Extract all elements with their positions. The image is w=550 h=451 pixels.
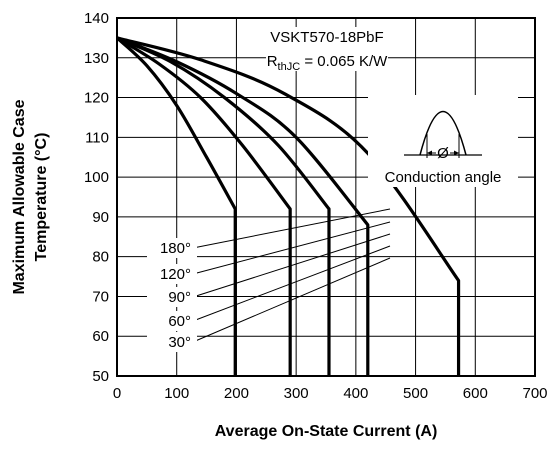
series-label-leader xyxy=(192,221,391,275)
y-axis-title: Maximum Allowable Case Temperature (°C) xyxy=(11,99,50,294)
y-tick-label: 140 xyxy=(84,10,109,27)
device-label: VSKT570-18PbF xyxy=(270,29,383,46)
series-label-background xyxy=(147,264,197,284)
rth-label-rest: = 0.065 K/W xyxy=(300,53,388,70)
series-label: 30° xyxy=(168,334,191,351)
series-label: 120° xyxy=(160,266,191,283)
y-tick-label: 120 xyxy=(84,90,109,107)
series-label-leader xyxy=(192,245,391,322)
series-label: 60° xyxy=(168,313,191,330)
series-label-background xyxy=(147,287,197,307)
series-line-60deg xyxy=(116,36,292,376)
tick-labels: 0 100 200 300 400 500 600 700 50 60 70 80 90 100 110 12… xyxy=(84,10,548,402)
conduction-angle-inset: Ø Conduction angle xyxy=(368,95,518,187)
y-tick-label: 80 xyxy=(92,249,109,266)
y-axis-title-line1: Maximum Allowable Case xyxy=(11,99,28,294)
series-label-leader xyxy=(192,233,391,298)
y-tick-label: 60 xyxy=(92,328,109,345)
series-label: 180° xyxy=(160,240,191,257)
rth-label-main: R xyxy=(267,53,278,70)
series-label-background xyxy=(147,311,197,331)
inset-arrowhead-right xyxy=(454,150,459,156)
x-tick-label: 700 xyxy=(522,385,547,402)
plot-frame xyxy=(116,17,536,377)
x-tick-label: 400 xyxy=(343,385,368,402)
rth-label-sub: thJC xyxy=(278,61,301,73)
rth-label: RthJC = 0.065 K/W xyxy=(267,53,388,73)
inset-arrowhead-left xyxy=(427,150,432,156)
series-label: 90° xyxy=(168,289,191,306)
conduction-angle-caption: Conduction angle xyxy=(385,169,502,186)
conduction-angle-symbol: Ø xyxy=(437,145,449,162)
series-labels: 180° 120° 90° 60° 30° xyxy=(147,238,197,352)
y-tick-label: 90 xyxy=(92,209,109,226)
y-tick-label: 110 xyxy=(85,129,109,146)
half-sine-waveform xyxy=(419,110,467,156)
series-lines xyxy=(115,36,461,376)
series-label-background xyxy=(147,238,197,258)
inset-background xyxy=(368,95,518,187)
x-axis-title: Average On-State Current (A) xyxy=(215,423,438,440)
y-tick-label: 70 xyxy=(92,288,109,305)
x-tick-label: 300 xyxy=(284,385,309,402)
x-tick-label: 0 xyxy=(113,385,121,402)
x-tick-label: 100 xyxy=(164,385,189,402)
series-label-background xyxy=(147,332,197,352)
series-line-180deg xyxy=(116,36,461,376)
x-tick-label: 500 xyxy=(403,385,428,402)
series-line-120deg xyxy=(116,36,370,376)
y-axis-title-line2: Temperature (°C) xyxy=(33,133,50,262)
series-line-30deg xyxy=(115,36,237,376)
y-tick-label: 50 xyxy=(92,368,109,385)
series-label-leader xyxy=(192,208,391,249)
series-label-leaders xyxy=(192,208,391,343)
y-tick-label: 100 xyxy=(84,169,109,186)
x-tick-label: 200 xyxy=(224,385,249,402)
x-tick-label: 600 xyxy=(463,385,488,402)
device-label-background xyxy=(266,27,388,71)
y-tick-label: 130 xyxy=(84,50,109,67)
series-label-leader xyxy=(192,257,391,343)
